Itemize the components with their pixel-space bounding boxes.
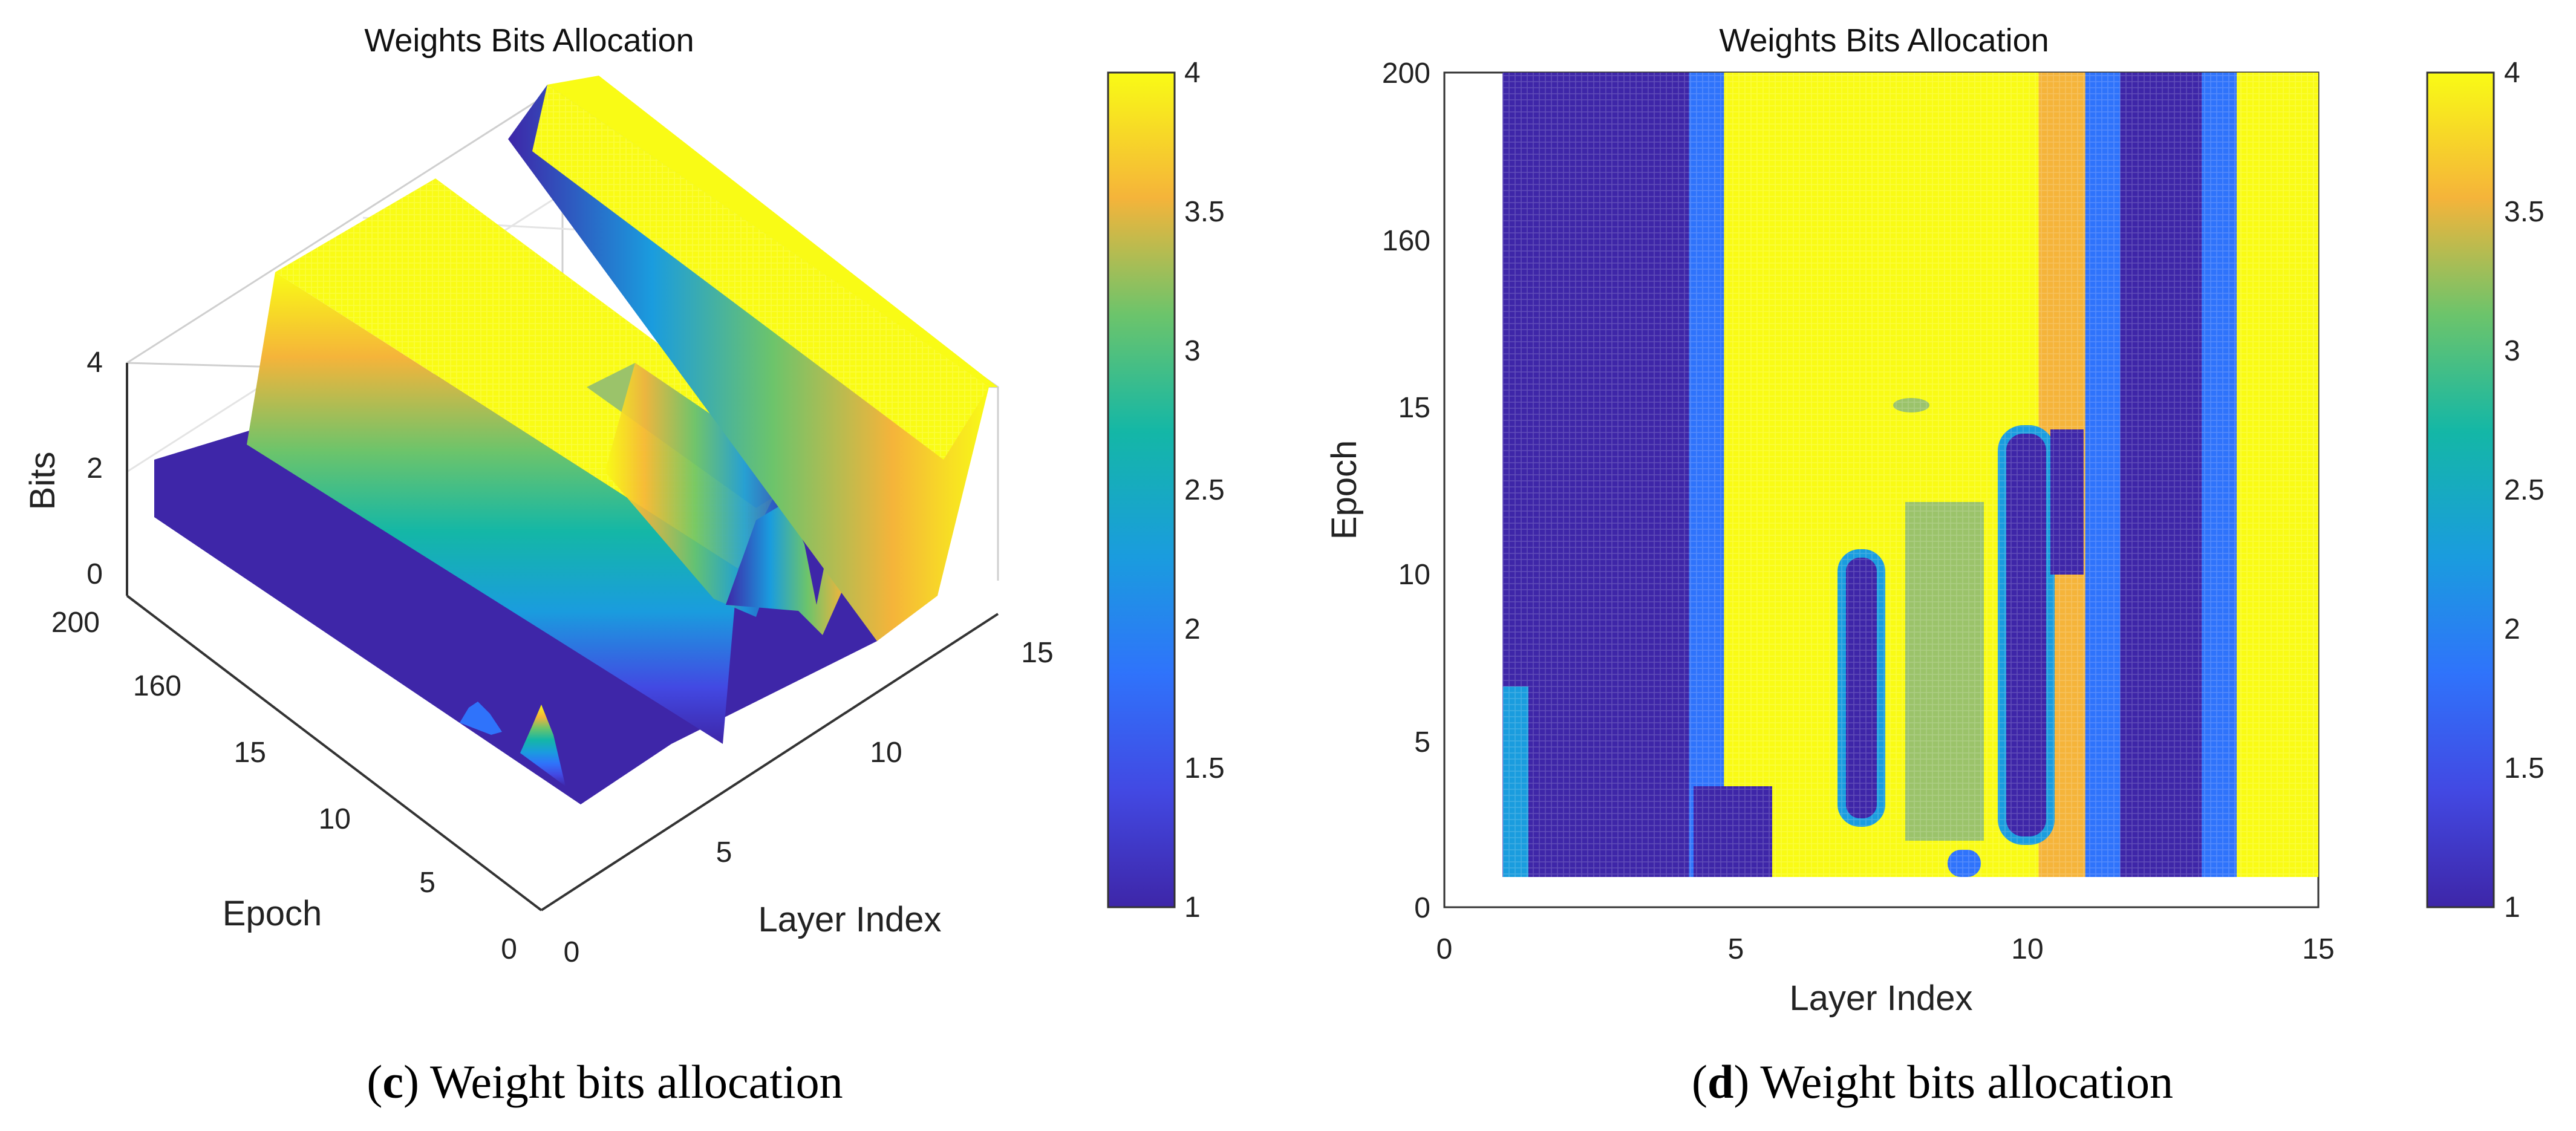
chart-right-y-tick-160: 160 <box>1382 225 1430 257</box>
chart-right-colorbar-tick-3: 3 <box>2504 335 2520 367</box>
chart-right-x-tick-10: 10 <box>2011 933 2043 965</box>
chart-right-colorbar-tick-1-5: 1.5 <box>2504 752 2545 784</box>
chart-left-colorbar-tick-3-5: 3.5 <box>1184 196 1225 228</box>
chart-left-y-tick-10: 10 <box>319 803 351 835</box>
chart-right-y-tick-15: 15 <box>1398 392 1430 424</box>
chart-right-colorbar-tick-3-5: 3.5 <box>2504 196 2545 228</box>
chart-right-colorbar-tick-4: 4 <box>2504 57 2520 89</box>
chart-left-y-tick-15: 15 <box>234 737 266 769</box>
chart-left-caption: (c) Weight bits allocation <box>367 1055 843 1108</box>
chart-right-colorbar <box>2426 71 2495 908</box>
surface-bump-front-1 <box>460 702 502 735</box>
chart-left-colorbar-tick-1: 1 <box>1184 891 1201 924</box>
chart-left-x-tick-0: 0 <box>564 936 580 968</box>
chart-right-colorbar-tick-1: 1 <box>2504 891 2520 924</box>
chart-left-x-tick-10: 10 <box>870 737 902 769</box>
chart-left-colorbar-tick-3: 3 <box>1184 335 1201 367</box>
chart-left-x-tick-5: 5 <box>716 836 732 869</box>
heatmap-mesh-overlay <box>1503 73 2318 877</box>
chart-left-colorbar-tick-1-5: 1.5 <box>1184 752 1225 784</box>
chart-right-colorbar-tick-2: 2 <box>2504 613 2520 645</box>
chart-right-y-tick-10: 10 <box>1398 559 1430 591</box>
chart-left-colorbar-tick-4: 4 <box>1184 57 1201 89</box>
chart-left-z-tick-2: 4 <box>86 347 103 379</box>
chart-left-z-tick-1: 2 <box>86 452 103 484</box>
chart-right-caption-text: Weight bits allocation <box>1749 1055 2173 1108</box>
surface-dip-wave <box>726 478 874 635</box>
chart-left-colorbar-ticks: 1 1.5 2 2.5 3 3.5 4 <box>1184 57 1225 924</box>
chart-left-title: Weights Bits Allocation <box>364 22 694 59</box>
chart-right-y-label: Epoch <box>1325 440 1364 539</box>
chart-right-heatmap: Weights Bits Allocation 200 160 15 10 5 … <box>1325 22 2545 1108</box>
chart-left-y-tick-5: 5 <box>419 867 435 899</box>
chart-left-x-tick-15: 15 <box>1021 637 1053 669</box>
chart-left-caption-letter: c <box>382 1055 403 1108</box>
chart-right-x-tick-5: 5 <box>1728 933 1744 965</box>
chart-right-y-tick-5: 5 <box>1414 726 1430 758</box>
surface-ridge-2-wall <box>508 85 989 641</box>
chart-right-colorbar-tick-2-5: 2.5 <box>2504 474 2545 506</box>
chart-left-colorbar <box>1107 71 1176 908</box>
chart-left-y-tick-200: 200 <box>51 607 100 639</box>
chart-left-y-tick-0: 0 <box>501 933 517 965</box>
chart-left-3d: Weights Bits Allocation <box>23 22 1225 1108</box>
chart-left-z-tick-0: 0 <box>86 558 103 590</box>
chart-right-title: Weights Bits Allocation <box>1719 22 2049 59</box>
chart-right-caption: (d) Weight bits allocation <box>1692 1055 2173 1108</box>
chart-left-y-axis-line <box>126 595 543 911</box>
chart-right-caption-letter: d <box>1707 1055 1733 1108</box>
chart-left-x-axis-line <box>540 613 999 911</box>
chart-left-y-tick-160: 160 <box>133 670 181 702</box>
surface-bump-front-2 <box>520 705 566 786</box>
surface-ridge-2-mesh <box>532 85 989 460</box>
surface-ridge-2-top <box>547 76 998 387</box>
chart-left-y-label: Epoch <box>223 894 322 933</box>
chart-left-x-label: Layer Index <box>758 900 941 939</box>
chart-left-colorbar-tick-2: 2 <box>1184 613 1201 645</box>
chart-right-x-tick-15: 15 <box>2302 933 2334 965</box>
chart-right-y-tick-0: 0 <box>1414 892 1430 924</box>
chart-left-colorbar-tick-2-5: 2.5 <box>1184 474 1225 506</box>
chart-right-x-tick-0: 0 <box>1436 933 1453 965</box>
chart-right-y-tick-200: 200 <box>1382 57 1430 90</box>
surface-ridge-1-wall <box>247 272 738 744</box>
chart-right-x-label: Layer Index <box>1789 979 1972 1018</box>
chart-left-z-label: Bits <box>23 452 62 510</box>
chart-left-caption-text: Weight bits allocation <box>419 1055 843 1108</box>
chart-right-colorbar-ticks: 1 1.5 2 2.5 3 3.5 4 <box>2504 57 2545 924</box>
